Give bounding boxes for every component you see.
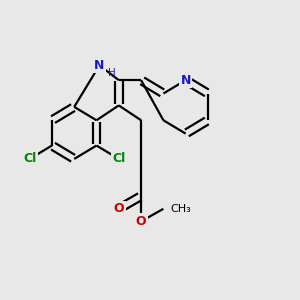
Text: H: H bbox=[108, 68, 116, 78]
Text: N: N bbox=[94, 59, 105, 72]
Text: CH₃: CH₃ bbox=[171, 204, 192, 214]
Text: O: O bbox=[136, 215, 146, 228]
Text: O: O bbox=[113, 202, 124, 215]
Text: N: N bbox=[181, 74, 191, 87]
Text: Cl: Cl bbox=[23, 152, 36, 165]
Text: N: N bbox=[94, 59, 105, 72]
Text: Cl: Cl bbox=[112, 152, 125, 165]
